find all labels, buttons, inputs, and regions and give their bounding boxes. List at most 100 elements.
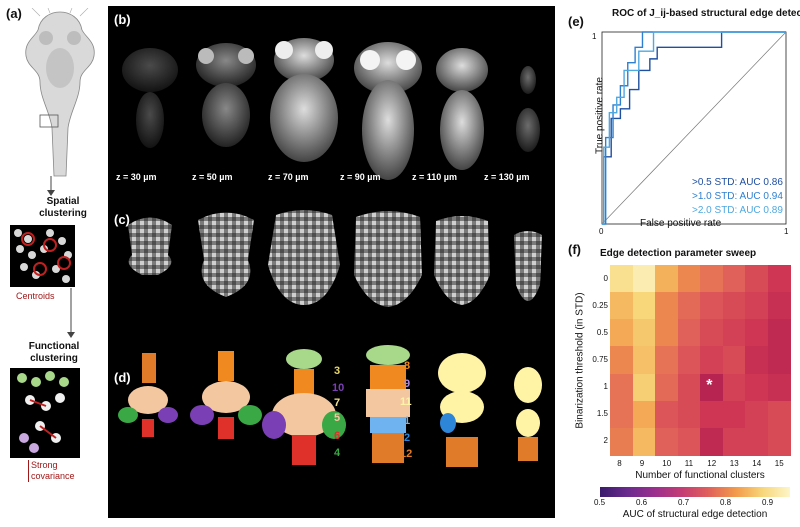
roc-chart-title: ROC of J_ij-based structural edge detect… bbox=[612, 8, 800, 19]
best-parameter-marker: * bbox=[706, 377, 713, 395]
roc-legend-entry: >2.0 STD: AUC 0.89 bbox=[692, 205, 783, 216]
functional-clustering-label: Functional clustering bbox=[28, 341, 80, 364]
heatmap-cell bbox=[745, 373, 768, 402]
heatmap-cell bbox=[632, 265, 656, 293]
heatmap-cell bbox=[655, 319, 678, 348]
heatmap-xtick: 14 bbox=[752, 459, 762, 468]
z-label: z = 130 µm bbox=[484, 172, 530, 182]
cluster-number: 6 bbox=[334, 430, 341, 442]
heatmap-xtick: 8 bbox=[617, 459, 622, 468]
heatmap-cell bbox=[767, 265, 791, 293]
roc-legend-entry: >1.0 STD: AUC 0.94 bbox=[692, 191, 783, 202]
z-label: z = 70 µm bbox=[268, 172, 309, 182]
heatmap-cell bbox=[745, 400, 768, 429]
roc-series-line-3 bbox=[602, 31, 786, 225]
heatmap-cell bbox=[632, 400, 656, 429]
panel-label-f: (f) bbox=[568, 242, 581, 257]
anatomy-slices-row bbox=[122, 38, 540, 180]
functional-cluster-slices-row bbox=[118, 345, 542, 467]
heatmap-cell bbox=[745, 427, 768, 456]
heatmap-grid: * bbox=[610, 265, 791, 456]
heatmap-ytick: 0.5 bbox=[596, 327, 608, 337]
cluster-slice-5 bbox=[438, 353, 486, 467]
heatmap-ytick: 0.75 bbox=[592, 355, 608, 364]
heatmap-cell bbox=[655, 427, 678, 456]
heatmap-cell bbox=[610, 373, 633, 402]
heatmap-xtick: 13 bbox=[729, 459, 739, 468]
heatmap-cell bbox=[722, 265, 746, 293]
panel-label-b: (b) bbox=[114, 12, 131, 27]
heatmap-cell bbox=[722, 427, 746, 456]
panel-label-a: (a) bbox=[6, 6, 22, 21]
heatmap-cell bbox=[700, 427, 723, 456]
cluster-number: 10 bbox=[332, 382, 345, 394]
heatmap-cell bbox=[610, 400, 633, 429]
heatmap-cell bbox=[700, 265, 723, 293]
colorbar-tick: 0.5 bbox=[594, 498, 606, 507]
heatmap-cell bbox=[655, 373, 678, 402]
colorbar-label: AUC of structural edge detection bbox=[622, 509, 768, 520]
heatmap-ytick: 1 bbox=[603, 382, 608, 392]
arrow-down-icon bbox=[47, 176, 55, 196]
heatmap-xticks: 8 9 10 11 12 13 14 15 bbox=[610, 459, 790, 471]
heatmap-cell bbox=[745, 292, 768, 321]
heatmap-cell bbox=[677, 400, 701, 429]
slice-z30 bbox=[122, 48, 178, 148]
roc-ytick: 1 bbox=[592, 32, 597, 41]
heatmap-cell bbox=[700, 346, 723, 375]
panel-label-c: (c) bbox=[114, 212, 130, 227]
roc-xtick: 1 bbox=[784, 227, 789, 236]
colorbar-tick: 0.9 bbox=[762, 498, 774, 507]
heatmap-cell bbox=[745, 265, 768, 293]
roc-chance-line bbox=[601, 31, 787, 225]
colorbar-tick: 0.7 bbox=[678, 498, 690, 507]
heatmap-cell bbox=[722, 292, 746, 321]
heatmap-cell bbox=[610, 346, 633, 375]
heatmap-xtick: 11 bbox=[684, 459, 694, 468]
heatmap-cell bbox=[700, 400, 723, 429]
heatmap-ytick: 2 bbox=[603, 436, 608, 446]
heatmap-cell bbox=[610, 427, 633, 456]
heatmap-cell bbox=[677, 319, 701, 348]
panel-label-e: (e) bbox=[568, 14, 584, 29]
z-label: z = 90 µm bbox=[340, 172, 381, 182]
centroids-label: Centroids bbox=[16, 291, 55, 301]
z-label: z = 110 µm bbox=[412, 172, 457, 182]
heatmap-cell bbox=[767, 427, 791, 456]
cluster-number: 2 bbox=[404, 432, 411, 444]
arrow-down-icon bbox=[67, 288, 75, 338]
roc-chart bbox=[601, 31, 787, 225]
spatial-clustering-image bbox=[10, 225, 75, 287]
cluster-number: 1 bbox=[404, 415, 411, 427]
heatmap-cell bbox=[677, 373, 701, 402]
slice-z90 bbox=[354, 42, 422, 180]
cluster-number: 7 bbox=[334, 397, 341, 409]
cluster-number: 8 bbox=[404, 360, 411, 372]
slice-z70 bbox=[270, 38, 338, 162]
heatmap-cell bbox=[610, 292, 633, 321]
slice-z50 bbox=[196, 43, 256, 147]
heatmap-xtick: 10 bbox=[662, 459, 672, 468]
heatmap-cell bbox=[677, 346, 701, 375]
cluster-slice-6 bbox=[514, 367, 542, 461]
heatmap-yticks: 0 0.25 0.5 0.75 1 1.5 2 bbox=[580, 265, 608, 455]
heatmap-cell bbox=[632, 346, 656, 375]
heatmap-cell bbox=[700, 373, 723, 402]
spatial-clustering-label: Spatial clustering bbox=[39, 196, 87, 219]
cluster-number: 9 bbox=[404, 378, 411, 390]
roc-xlabel: False positive rate bbox=[640, 218, 722, 229]
heatmap-cell bbox=[610, 319, 633, 348]
heatmap-cell bbox=[655, 292, 678, 321]
fish-outline-diagram bbox=[25, 8, 95, 177]
heatmap-cell bbox=[745, 346, 768, 375]
cluster-slice-1 bbox=[118, 353, 178, 437]
panel-label-d: (d) bbox=[114, 370, 131, 385]
heatmap-cell bbox=[677, 427, 701, 456]
heatmap-cell bbox=[745, 319, 768, 348]
cluster-slice-2 bbox=[190, 351, 262, 439]
heatmap-cell bbox=[722, 319, 746, 348]
cluster-number: 12 bbox=[400, 448, 413, 460]
z-label: z = 50 µm bbox=[192, 172, 233, 182]
roc-xtick: 0 bbox=[599, 227, 604, 236]
heatmap-xtick: 15 bbox=[774, 459, 784, 468]
